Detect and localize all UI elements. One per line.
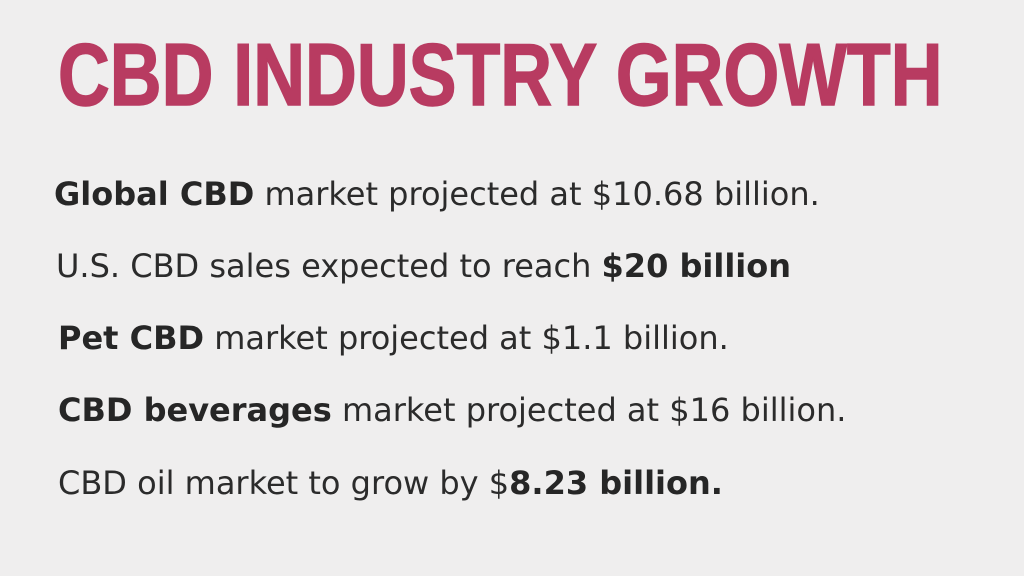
slide-title: CBD INDUSTRY GROWTH xyxy=(57,24,943,125)
fact-bold: CBD beverages xyxy=(58,391,332,429)
fact-bold: 8.23 billion. xyxy=(509,464,723,502)
fact-us-cbd-sales: U.S. CBD sales expected to reach $20 bil… xyxy=(56,246,791,286)
fact-bold: Global CBD xyxy=(54,175,255,213)
fact-cbd-oil: CBD oil market to grow by $8.23 billion. xyxy=(58,463,723,503)
fact-pet-cbd: Pet CBD market projected at $1.1 billion… xyxy=(58,318,729,358)
fact-text: market projected at $10.68 billion. xyxy=(254,175,820,213)
fact-cbd-beverages: CBD beverages market projected at $16 bi… xyxy=(58,390,846,430)
fact-text: CBD oil market to grow by $ xyxy=(58,464,510,502)
fact-text: market projected at $1.1 billion. xyxy=(204,319,729,357)
fact-bold: Pet CBD xyxy=(58,319,205,357)
fact-bold: $20 billion xyxy=(601,247,792,285)
fact-global-cbd: Global CBD market projected at $10.68 bi… xyxy=(54,174,820,214)
fact-text: U.S. CBD sales expected to reach xyxy=(56,247,602,285)
fact-text: market projected at $16 billion. xyxy=(331,391,847,429)
